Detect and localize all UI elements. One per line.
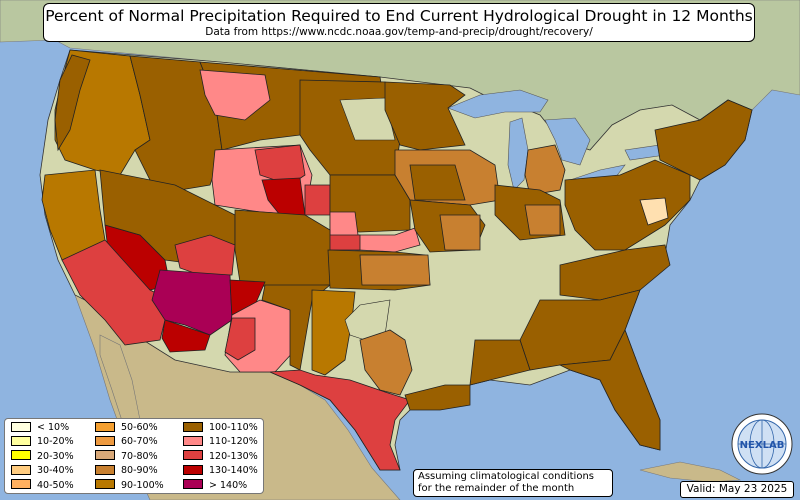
legend-swatch bbox=[11, 479, 31, 490]
region-north-dakota-normal bbox=[339, 97, 396, 141]
region-ohio-valley bbox=[564, 159, 691, 251]
legend-item: 120-130% bbox=[183, 450, 258, 464]
assumption-note-line2: for the remainder of the month bbox=[418, 483, 575, 494]
region-nm-east bbox=[261, 284, 332, 371]
region-texas-panhandle bbox=[311, 289, 356, 376]
region-gulf-coast bbox=[469, 339, 531, 386]
legend-item: 30-40% bbox=[11, 464, 74, 478]
assumption-note: Assuming climatological conditions for t… bbox=[413, 469, 613, 497]
legend-item: 40-50% bbox=[11, 479, 74, 493]
legend-item: 130-140% bbox=[183, 464, 258, 478]
legend-item: < 10% bbox=[11, 421, 69, 435]
logo-text: NEXLAB bbox=[740, 440, 785, 451]
legend-swatch bbox=[11, 450, 31, 461]
legend-label: 100-110% bbox=[209, 422, 258, 433]
legend-item: 20-30% bbox=[11, 450, 74, 464]
legend-label: 10-20% bbox=[37, 436, 74, 448]
title-box: Percent of Normal Precipitation Required… bbox=[43, 3, 755, 42]
legend-swatch bbox=[183, 464, 203, 475]
map-subtitle: Data from https://www.ncdc.noaa.gov/temp… bbox=[205, 26, 593, 38]
region-oklahoma-east bbox=[359, 254, 431, 286]
legend-item: 50-60% bbox=[95, 421, 158, 435]
legend-swatch bbox=[95, 421, 115, 432]
legend-item: 70-80% bbox=[95, 450, 158, 464]
legend-item: 10-20% bbox=[11, 435, 74, 449]
cuba bbox=[639, 461, 742, 483]
nexlab-globe-logo: NEXLAB bbox=[731, 413, 793, 475]
legend-label: 90-100% bbox=[121, 479, 164, 491]
legend-label: 60-70% bbox=[121, 436, 158, 448]
region-gulf-coast-east-texas bbox=[404, 384, 471, 411]
legend-swatch bbox=[11, 435, 31, 446]
legend-item: > 140% bbox=[183, 479, 247, 493]
legend-label: 110-120% bbox=[209, 436, 258, 448]
region-texas bbox=[269, 369, 411, 471]
legend-item: 110-120% bbox=[183, 435, 258, 449]
region-socal bbox=[61, 239, 171, 346]
region-new-mexico-red bbox=[224, 317, 256, 361]
region-kansas-red bbox=[327, 234, 361, 251]
legend-swatch bbox=[183, 450, 203, 461]
region-indiana-tan bbox=[524, 204, 561, 236]
legend-label: 130-140% bbox=[209, 465, 258, 477]
map-title: Percent of Normal Precipitation Required… bbox=[45, 7, 753, 25]
legend-swatch bbox=[95, 450, 115, 461]
legend-label: 80-90% bbox=[121, 465, 158, 477]
region-nebraska-red bbox=[304, 184, 331, 216]
legend-label: 20-30% bbox=[37, 450, 74, 462]
legend-label: 120-130% bbox=[209, 450, 258, 462]
region-colorado bbox=[234, 209, 331, 289]
legend-swatch bbox=[183, 479, 203, 490]
region-michigan bbox=[524, 144, 566, 196]
legend-swatch bbox=[95, 479, 115, 490]
legend-label: 40-50% bbox=[37, 479, 74, 491]
lake-michigan bbox=[507, 117, 529, 191]
valid-date: Valid: May 23 2025 bbox=[680, 481, 794, 498]
region-carolinas bbox=[559, 244, 671, 301]
legend-swatch bbox=[11, 421, 31, 432]
legend-swatch bbox=[183, 435, 203, 446]
legend: < 10% 10-20% 20-30% 30-40% 40-50% 50-60% 60-70… bbox=[4, 418, 264, 494]
legend-item: 80-90% bbox=[95, 464, 158, 478]
region-montana-pink bbox=[199, 69, 271, 121]
region-iowa-brown bbox=[409, 164, 466, 201]
lake-superior bbox=[447, 89, 549, 119]
legend-item: 100-110% bbox=[183, 421, 258, 435]
region-pacific-coast bbox=[54, 54, 91, 152]
legend-label: > 140% bbox=[209, 479, 248, 491]
legend-label: < 10% bbox=[37, 422, 70, 433]
legend-swatch bbox=[183, 421, 203, 432]
legend-swatch bbox=[11, 464, 31, 475]
legend-swatch bbox=[95, 464, 115, 475]
region-missouri-tan bbox=[439, 214, 481, 251]
region-northeast bbox=[654, 99, 753, 181]
legend-swatch bbox=[95, 435, 115, 446]
legend-label: 50-60% bbox=[121, 422, 158, 433]
legend-item: 60-70% bbox=[95, 435, 158, 449]
legend-label: 70-80% bbox=[121, 450, 158, 462]
lake-huron bbox=[544, 117, 591, 166]
region-minnesota bbox=[384, 81, 466, 151]
assumption-note-line1: Assuming climatological conditions bbox=[418, 471, 594, 482]
region-florida bbox=[558, 329, 661, 451]
region-virginia-pale bbox=[639, 197, 669, 226]
region-texas-east bbox=[359, 329, 413, 396]
legend-label: 30-40% bbox=[37, 465, 74, 477]
region-arizona-darkred bbox=[161, 319, 211, 353]
region-utah-red bbox=[174, 234, 236, 276]
legend-item: 90-100% bbox=[95, 479, 164, 493]
